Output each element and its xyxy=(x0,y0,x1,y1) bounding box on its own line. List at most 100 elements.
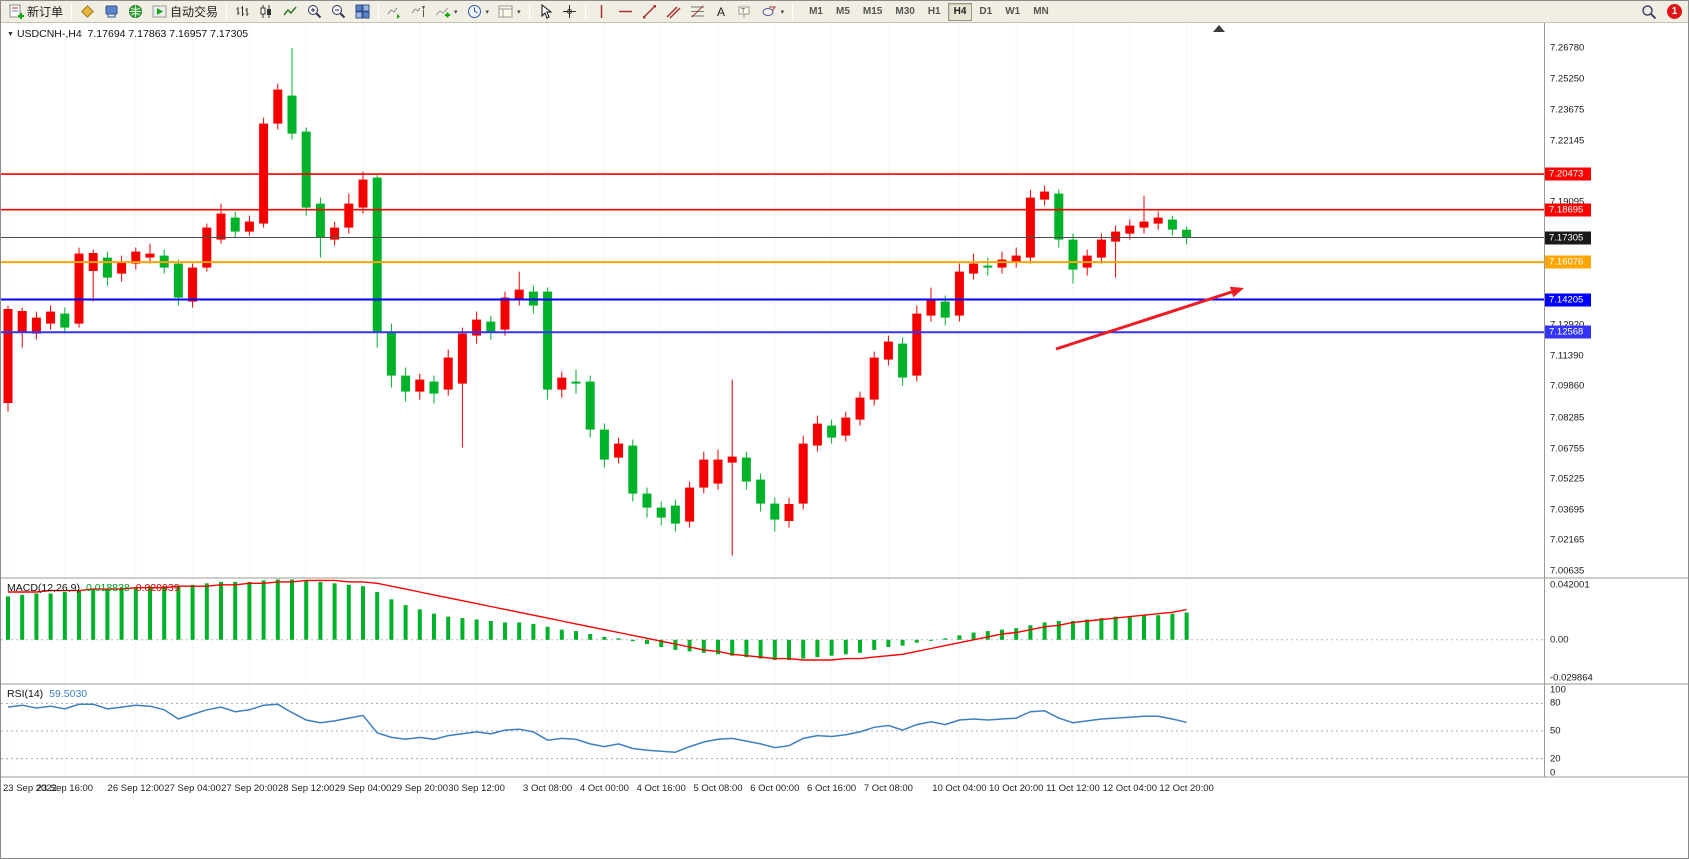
timeframe-M30[interactable]: M30 xyxy=(889,3,920,21)
macd-bar xyxy=(1014,628,1019,640)
timeframe-M5[interactable]: M5 xyxy=(830,3,856,21)
channel-button[interactable] xyxy=(662,2,685,22)
macd-bar xyxy=(233,581,238,640)
timeframe-M1[interactable]: M1 xyxy=(803,3,829,21)
candle xyxy=(869,357,879,400)
macd-bar xyxy=(645,639,649,645)
candle xyxy=(216,213,226,240)
chart-shift-button[interactable] xyxy=(407,2,430,22)
caret-down-icon: ▾ xyxy=(485,8,490,16)
timeframe-H1[interactable]: H1 xyxy=(922,3,947,21)
candle xyxy=(1068,239,1078,270)
trendline-button[interactable] xyxy=(638,2,661,22)
line-chart-button[interactable] xyxy=(279,2,302,22)
svg-text:A: A xyxy=(717,5,725,19)
vertical-line-button[interactable] xyxy=(590,2,613,22)
macd-bar xyxy=(190,584,195,640)
macd-bar xyxy=(716,639,720,655)
favorites-button[interactable] xyxy=(76,2,99,22)
candle xyxy=(31,317,41,334)
price-label: 7.00635 xyxy=(1550,565,1585,577)
chart-shift-icon xyxy=(411,4,426,19)
time-label: 23 Sep 2022 xyxy=(3,783,57,794)
candle xyxy=(60,313,70,328)
text-button[interactable]: A xyxy=(710,2,733,22)
candle xyxy=(599,429,609,460)
chart-shift-marker[interactable] xyxy=(1213,25,1225,32)
timeframe-MN[interactable]: MN xyxy=(1027,3,1055,21)
macd-bar xyxy=(361,586,365,640)
price-label: 7.11390 xyxy=(1550,350,1584,362)
zoom-in-button[interactable] xyxy=(303,2,326,22)
rsi-axis-label: 80 xyxy=(1550,697,1561,709)
zoom-in-icon xyxy=(307,4,322,19)
toolbar-separator xyxy=(584,3,586,20)
time-label: 4 Oct 16:00 xyxy=(636,783,686,794)
price-label: 7.03695 xyxy=(1550,504,1585,516)
candle xyxy=(173,263,183,298)
periods-button[interactable]: ▾ xyxy=(463,2,494,22)
text-label-button[interactable]: T xyxy=(734,2,757,22)
timeframe-W1[interactable]: W1 xyxy=(999,3,1026,21)
tile-windows-button[interactable] xyxy=(351,2,374,22)
macd-bar xyxy=(133,587,138,640)
macd-bar xyxy=(758,639,763,659)
notification-badge[interactable]: 1 xyxy=(1667,4,1682,19)
macd-bar xyxy=(1000,629,1004,640)
macd-bar xyxy=(219,581,223,640)
news-button[interactable] xyxy=(124,2,147,22)
macd-bar xyxy=(77,590,81,640)
crosshair-button[interactable] xyxy=(558,2,581,22)
timeframe-H4[interactable]: H4 xyxy=(947,2,973,21)
macd-bar xyxy=(815,639,820,658)
rsi-axis-label: 20 xyxy=(1550,753,1561,765)
cursor-button[interactable] xyxy=(534,2,557,22)
candlestick-button[interactable] xyxy=(255,2,278,22)
new-order-button[interactable]: 新订单 xyxy=(5,2,67,22)
zoom-out-button[interactable] xyxy=(327,2,350,22)
price-scale[interactable]: 7.26780 7.25250 7.23675 7.22145 7.19095 7.129… xyxy=(1544,23,1688,799)
candle xyxy=(131,251,141,264)
search-button[interactable] xyxy=(1637,2,1661,22)
autotrading-label: 自动交易 xyxy=(170,5,219,19)
horizontal-line-button[interactable] xyxy=(614,2,637,22)
candle xyxy=(784,504,794,521)
new-order-icon xyxy=(9,4,24,19)
bar-chart-button[interactable] xyxy=(231,2,254,22)
candle xyxy=(415,379,425,392)
candle xyxy=(46,311,56,324)
templates-button[interactable]: ▾ xyxy=(494,2,525,22)
indicators-button[interactable]: ▾ xyxy=(431,2,462,22)
macd-bar xyxy=(985,631,990,640)
macd-bar xyxy=(346,584,351,640)
price-badge-7.18695: 7.18695 xyxy=(1545,203,1591,217)
macd-bar xyxy=(503,622,507,640)
candle xyxy=(756,479,766,504)
macd-bar xyxy=(20,594,25,640)
chart-canvas[interactable] xyxy=(1,23,1688,858)
candle xyxy=(401,375,411,392)
time-scale[interactable]: 23 Sep 2022 23 Sep 16:00 26 Sep 12:00 27 Se… xyxy=(1,777,1544,801)
symbol-dropdown-icon[interactable]: ▼ xyxy=(7,31,14,38)
timeframe-D1[interactable]: D1 xyxy=(973,3,998,21)
candle xyxy=(472,319,482,336)
print-button[interactable] xyxy=(100,2,123,22)
price-badge-7.12568: 7.12568 xyxy=(1545,325,1591,339)
auto-scroll-button[interactable] xyxy=(383,2,406,22)
candle xyxy=(841,417,851,436)
trendline-icon xyxy=(642,4,657,19)
bar-chart-icon xyxy=(235,4,250,19)
macd-bar xyxy=(460,618,465,640)
candle xyxy=(614,443,624,458)
macd-bar xyxy=(574,631,578,640)
shapes-icon xyxy=(762,4,777,19)
timeframe-M15[interactable]: M15 xyxy=(857,3,888,21)
macd-bar xyxy=(673,639,678,650)
caret-down-icon: ▾ xyxy=(454,8,458,16)
fibonacci-button[interactable] xyxy=(686,2,709,22)
shapes-button[interactable]: ▾ xyxy=(758,2,789,22)
trend-arrow-head[interactable] xyxy=(1229,286,1244,298)
price-label: 7.23675 xyxy=(1550,104,1585,116)
trend-arrow-line[interactable] xyxy=(1055,290,1233,351)
autotrading-button[interactable]: 自动交易 xyxy=(148,2,222,22)
